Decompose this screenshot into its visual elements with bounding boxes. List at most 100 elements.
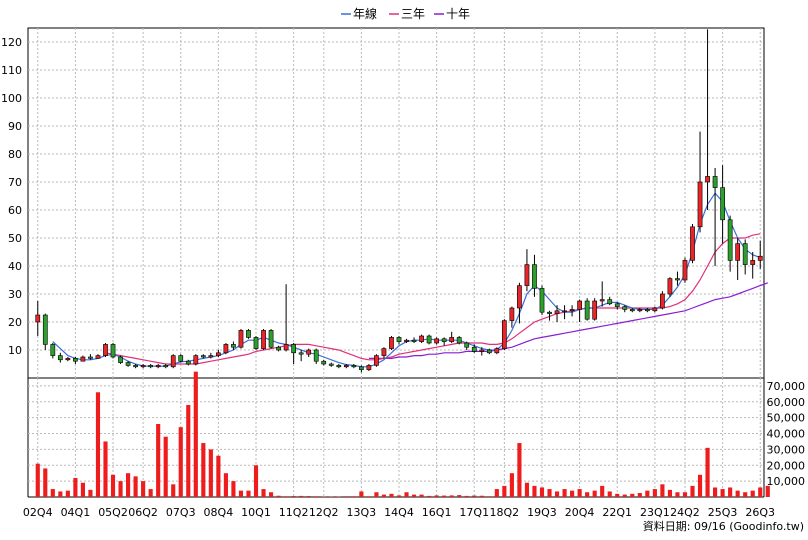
candle	[110, 343, 116, 359]
volume-bar	[728, 487, 733, 497]
candle	[321, 359, 327, 366]
volume-bar	[494, 489, 499, 497]
volume-bar	[126, 473, 131, 497]
candle-body-up	[343, 365, 349, 368]
candle-body-up	[569, 309, 575, 312]
candle	[253, 336, 259, 350]
candle	[494, 347, 500, 355]
price-tick-label: 60	[8, 204, 22, 217]
candle	[148, 364, 154, 369]
candle	[690, 224, 695, 264]
volume-bar	[231, 481, 236, 497]
volume-bar	[366, 496, 371, 497]
volume-bar	[652, 489, 657, 497]
volume-bar	[148, 489, 153, 497]
candle-body-up	[261, 330, 266, 349]
candle-body-up	[562, 310, 567, 313]
volume-bar	[615, 493, 620, 497]
candle-body-up	[735, 243, 741, 261]
volume-bar	[276, 495, 281, 497]
volume-bar	[547, 489, 552, 497]
volume-bar	[562, 489, 567, 497]
candle-body-up	[524, 264, 530, 286]
candle-body-down	[441, 338, 447, 342]
candle	[343, 364, 349, 369]
candle-body-down	[396, 337, 402, 342]
candle	[434, 337, 439, 345]
x-tick-label: 08Q4	[204, 506, 234, 519]
candle-body-up	[306, 349, 312, 355]
candle	[261, 329, 266, 350]
price-tick-label: 80	[8, 148, 22, 161]
candle	[660, 291, 665, 310]
volume-tick-label: 60,000	[767, 396, 806, 409]
candle	[328, 362, 334, 367]
candle-body-down	[185, 360, 191, 365]
candle	[712, 168, 718, 266]
x-tick-label: 04Q1	[61, 506, 91, 519]
candle-body-up	[479, 349, 485, 352]
candle-body-up	[65, 358, 71, 361]
volume-bar	[532, 485, 537, 497]
volume-bar	[720, 489, 725, 497]
volume-bar	[472, 495, 477, 497]
candle-body-down	[486, 349, 492, 354]
candle-body-up	[35, 314, 41, 323]
candle	[155, 364, 161, 369]
candle-body-down	[359, 366, 364, 370]
legend: 年線 三年 十年	[341, 6, 470, 21]
candle-body-down	[200, 355, 206, 358]
candle	[133, 364, 138, 369]
candle-body-up	[193, 355, 199, 365]
volume-tick-label: 30,000	[767, 443, 806, 456]
volume-bar	[750, 490, 755, 497]
volume-bar	[645, 490, 650, 497]
candle-body-down	[163, 365, 169, 368]
x-tick-label: 12Q2	[309, 506, 339, 519]
candle	[584, 298, 590, 321]
candle	[170, 354, 176, 369]
candle-body-down	[675, 278, 680, 281]
volume-bar	[216, 455, 221, 497]
x-tick-label: 13Q3	[347, 506, 377, 519]
candle-body-up	[705, 176, 710, 183]
candle-body-down	[607, 299, 613, 305]
volume-bar	[118, 481, 123, 497]
volume-bar	[314, 496, 319, 497]
volume-bar	[479, 495, 484, 497]
x-tick-label: 02Q4	[23, 506, 53, 519]
volume-bar	[253, 465, 259, 497]
volume-grid	[28, 378, 764, 497]
volume-bar	[637, 493, 642, 497]
volume-bar	[464, 495, 469, 497]
volume-bar	[600, 485, 605, 497]
x-tick-label: 26Q3	[745, 506, 775, 519]
price-tick-label: 120	[1, 36, 22, 49]
x-tick-label: 17Q1	[459, 506, 489, 519]
volume-bar	[80, 482, 85, 497]
candle-body-up	[419, 335, 424, 342]
volume-bar	[622, 494, 627, 497]
candle	[306, 348, 312, 357]
volume-bar	[697, 474, 703, 497]
candle	[359, 365, 364, 373]
x-tick-label: 23Q1	[640, 506, 670, 519]
price-tick-label: 30	[8, 288, 22, 301]
price-grid	[28, 28, 764, 378]
candle-body-up	[494, 348, 500, 354]
price-y-axis: 10 20 30 40 50 60 70 80 90 100 110 120	[1, 36, 22, 357]
candle-body-down	[246, 330, 251, 338]
candle-body-down	[321, 360, 327, 365]
candle-body-down	[539, 288, 545, 313]
candle	[88, 354, 93, 360]
candle	[599, 281, 605, 307]
candle-body-up	[95, 355, 101, 359]
volume-bar	[186, 404, 191, 497]
volume-bar	[539, 487, 545, 497]
volume-bar	[35, 463, 40, 497]
candle	[298, 350, 304, 362]
legend-label-ten: 十年	[446, 7, 470, 21]
candle-body-down	[742, 243, 748, 265]
volume-bar	[660, 484, 665, 497]
candle-body-down	[73, 358, 78, 362]
